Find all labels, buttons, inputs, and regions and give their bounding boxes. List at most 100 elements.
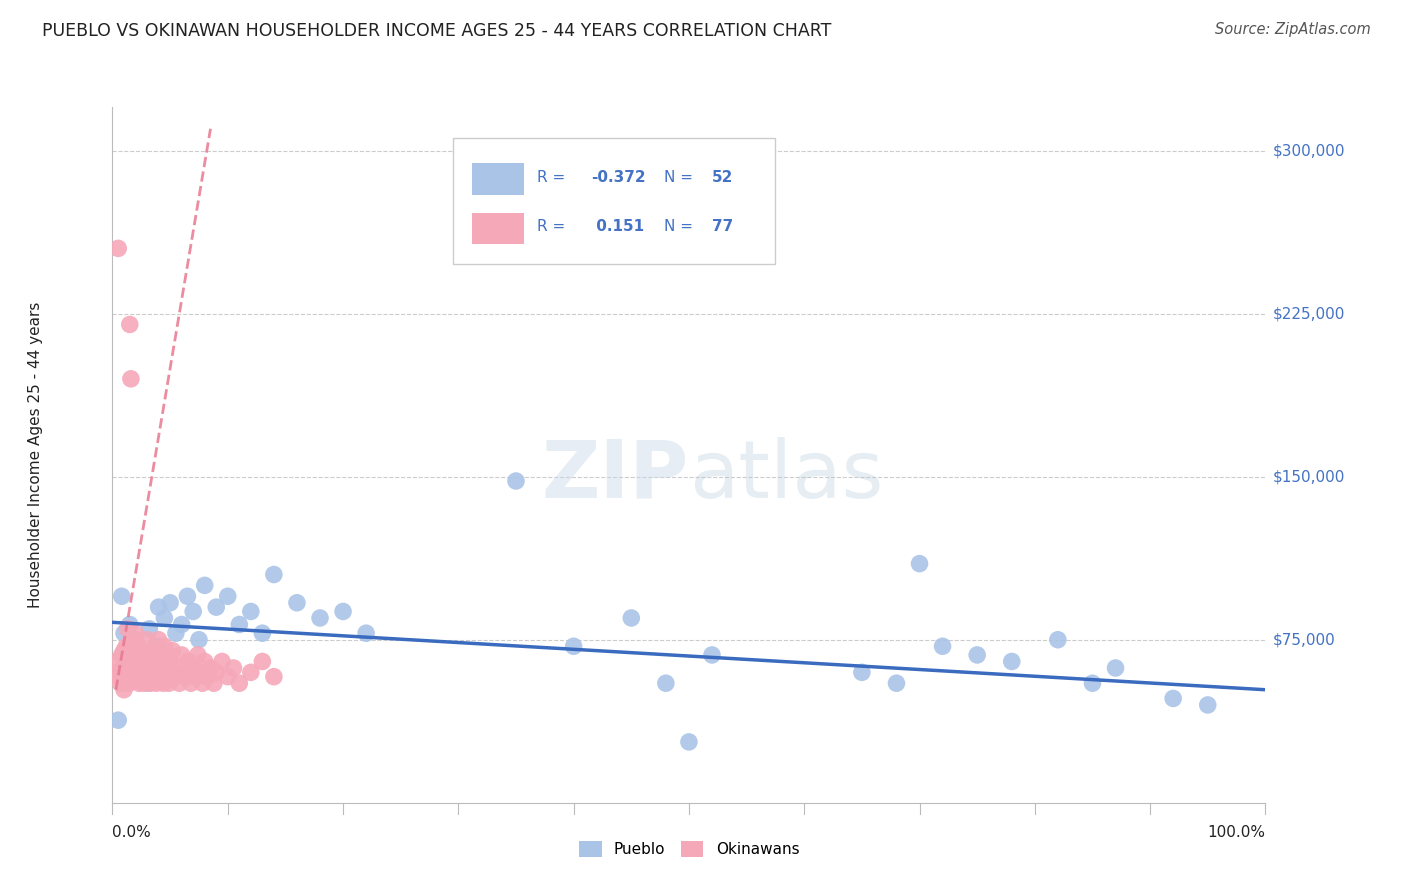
Point	[132, 676, 155, 690]
Point	[931, 639, 953, 653]
Point	[139, 676, 162, 690]
Text: N =: N =	[664, 219, 697, 235]
Point	[195, 670, 218, 684]
Point	[148, 632, 170, 647]
Point	[156, 648, 179, 662]
Point	[239, 665, 262, 680]
Point	[217, 670, 239, 684]
Point	[115, 648, 138, 662]
Point	[128, 676, 150, 690]
Point	[165, 626, 187, 640]
Point	[120, 372, 142, 386]
Point	[104, 655, 127, 669]
Point	[118, 318, 141, 332]
Point	[181, 605, 204, 619]
Point	[228, 617, 250, 632]
Point	[1046, 632, 1069, 647]
Point	[155, 661, 177, 675]
Point	[115, 670, 138, 684]
Point	[117, 661, 139, 675]
Text: ZIP: ZIP	[541, 437, 689, 515]
Point	[505, 474, 527, 488]
Point	[136, 676, 159, 690]
Point	[149, 655, 172, 669]
Point	[205, 665, 228, 680]
Point	[194, 655, 217, 669]
Point	[153, 611, 176, 625]
Point	[159, 655, 181, 669]
Point	[174, 670, 197, 684]
Point	[886, 676, 908, 690]
Text: 77: 77	[711, 219, 734, 235]
FancyBboxPatch shape	[472, 163, 524, 194]
Text: PUEBLO VS OKINAWAN HOUSEHOLDER INCOME AGES 25 - 44 YEARS CORRELATION CHART: PUEBLO VS OKINAWAN HOUSEHOLDER INCOME AG…	[42, 22, 831, 40]
Point	[332, 605, 354, 619]
Point	[187, 632, 211, 647]
Text: -0.372: -0.372	[591, 169, 645, 185]
Point	[159, 596, 181, 610]
Point	[173, 665, 195, 680]
Point	[309, 611, 332, 625]
Point	[136, 670, 159, 684]
Point	[252, 655, 274, 669]
Point	[851, 665, 873, 680]
Text: N =: N =	[664, 169, 697, 185]
Point	[121, 632, 143, 647]
Text: 100.0%: 100.0%	[1208, 825, 1265, 840]
Point	[134, 648, 156, 662]
Point	[136, 632, 159, 647]
Point	[134, 655, 156, 669]
Point	[180, 676, 202, 690]
Text: R =: R =	[537, 169, 569, 185]
Point	[124, 632, 146, 647]
Point	[153, 639, 176, 653]
Point	[202, 676, 225, 690]
Point	[700, 648, 723, 662]
Point	[122, 661, 145, 675]
Point	[177, 655, 200, 669]
Point	[157, 676, 180, 690]
Point	[239, 605, 262, 619]
Point	[655, 676, 678, 690]
Point	[148, 600, 170, 615]
Point	[187, 648, 209, 662]
Point	[205, 600, 228, 615]
Point	[1081, 676, 1104, 690]
Point	[118, 617, 141, 632]
Point	[127, 639, 149, 653]
Point	[117, 676, 139, 690]
Point	[156, 648, 179, 662]
Point	[145, 639, 167, 653]
Point	[1197, 698, 1219, 712]
Point	[122, 648, 145, 662]
Legend: Pueblo, Okinawans: Pueblo, Okinawans	[571, 833, 807, 864]
Point	[285, 596, 308, 610]
Point	[152, 676, 174, 690]
FancyBboxPatch shape	[453, 138, 776, 263]
Point	[150, 655, 173, 669]
Point	[181, 661, 204, 675]
Text: $225,000: $225,000	[1272, 306, 1344, 321]
Point	[354, 626, 377, 640]
Point	[127, 670, 149, 684]
Text: Source: ZipAtlas.com: Source: ZipAtlas.com	[1215, 22, 1371, 37]
Point	[678, 735, 700, 749]
Text: $75,000: $75,000	[1272, 632, 1336, 648]
Point	[620, 611, 643, 625]
Point	[263, 567, 285, 582]
Point	[112, 643, 135, 657]
Point	[263, 670, 285, 684]
Point	[163, 670, 186, 684]
Point	[124, 665, 146, 680]
Point	[149, 670, 172, 684]
Point	[112, 626, 135, 640]
Text: $300,000: $300,000	[1272, 143, 1346, 158]
Point	[129, 643, 153, 657]
Point	[156, 670, 179, 684]
Point	[114, 655, 136, 669]
Text: 0.151: 0.151	[591, 219, 644, 235]
Point	[112, 682, 135, 697]
Point	[162, 643, 184, 657]
Point	[138, 622, 160, 636]
Point	[108, 670, 131, 684]
